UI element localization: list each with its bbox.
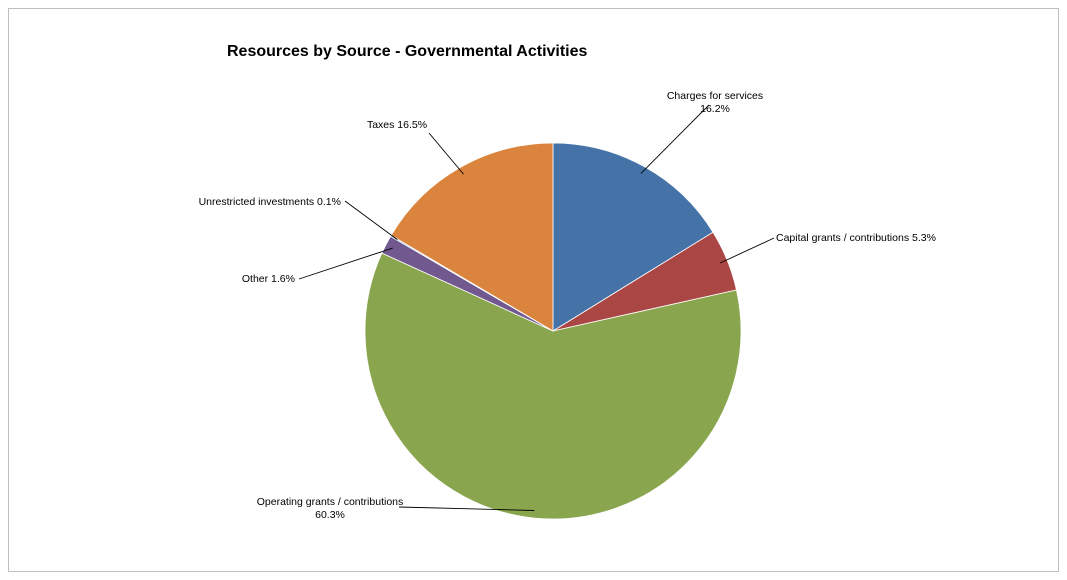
pie-chart: Charges for services 16.2% Capital grants … <box>199 90 936 521</box>
leader-line <box>428 132 464 175</box>
data-label: Capital grants / contributions 5.3% <box>776 232 936 244</box>
data-label: Charges for services 16.2% <box>667 90 763 115</box>
pie-slice-operating-grants-contributions <box>364 252 742 520</box>
data-labels: Charges for services 16.2% Capital grants … <box>199 90 936 521</box>
pie-slice-charges-for-services <box>552 142 714 332</box>
pie-slices <box>364 142 742 520</box>
leader-line <box>398 506 535 511</box>
leader-line <box>298 247 393 280</box>
data-label: Operating grants / contributions 60.3% <box>257 496 404 521</box>
leader-line <box>344 200 398 240</box>
leader-line <box>719 237 775 264</box>
data-label: Unrestricted investments 0.1% <box>199 196 341 208</box>
data-label: Other 1.6% <box>242 273 295 285</box>
data-label: Taxes 16.5% <box>367 119 427 131</box>
leader-lines <box>298 104 775 511</box>
chart-area: Resources by Source - Governmental Activ… <box>8 8 1059 572</box>
pie-slice-taxes <box>390 142 554 332</box>
leader-line <box>640 104 710 174</box>
chart-title: Resources by Source - Governmental Activ… <box>227 43 588 60</box>
